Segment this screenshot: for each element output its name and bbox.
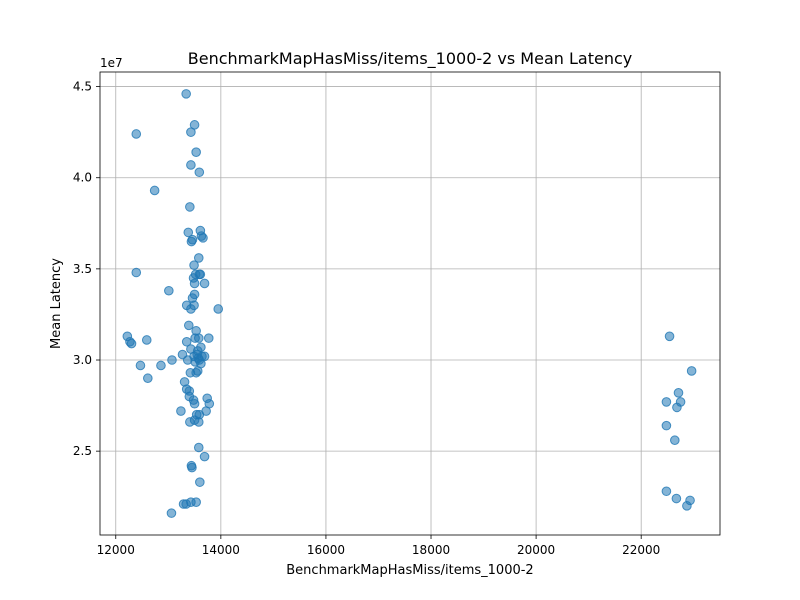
scatter-point	[686, 366, 697, 376]
scatter-point	[164, 285, 174, 296]
grid-lines	[100, 72, 720, 535]
scatter-point	[185, 417, 195, 427]
scatter-point	[189, 260, 199, 271]
scatter-point	[672, 402, 682, 413]
scatter-point	[194, 167, 205, 178]
y-axis-label: Mean Latency	[49, 258, 64, 349]
scatter-point	[167, 355, 177, 365]
scatter-point	[186, 160, 196, 170]
scatter-point	[189, 278, 200, 289]
y-tick-label: 4.5	[73, 80, 92, 94]
y-axis-offset-label: 1e7	[100, 56, 123, 70]
scatter-point	[176, 406, 186, 416]
scatter-point	[135, 360, 146, 371]
x-tick-label: 22000	[622, 543, 660, 557]
scatter-point	[193, 333, 204, 343]
scatter-point	[166, 508, 177, 518]
scatter-point	[193, 417, 204, 427]
scatter-point	[661, 486, 672, 497]
plot-frame	[99, 71, 721, 536]
scatter-point	[131, 267, 142, 278]
x-axis-label: BenchmarkMapHasMiss/items_1000-2	[286, 563, 533, 578]
y-tick-label: 3.5	[73, 262, 92, 276]
y-tick-label: 4.0	[73, 171, 92, 185]
scatter-point	[186, 127, 196, 137]
scatter-point	[661, 420, 672, 431]
scatter-point	[195, 477, 205, 487]
y-tick-label: 2.5	[73, 444, 92, 458]
scatter-point	[156, 360, 166, 371]
chart-title: BenchmarkMapHasMiss/items_1000-2 vs Mean…	[188, 49, 632, 69]
scatter-point	[192, 366, 203, 376]
scatter-point	[186, 304, 196, 314]
scatter-point	[199, 278, 210, 289]
x-tick-label: 16000	[307, 543, 345, 557]
scatter-point	[186, 236, 197, 247]
scatter-point	[661, 397, 672, 407]
scatter-point	[193, 253, 204, 263]
data-points	[122, 89, 697, 518]
scatter-point	[143, 373, 153, 384]
scatter-point	[187, 462, 197, 473]
scatter-point	[189, 398, 200, 409]
x-axis-ticks: 12000 14000 16000 18000 20000 22000	[97, 535, 660, 557]
scatter-point	[183, 227, 194, 238]
x-tick-label: 12000	[97, 543, 135, 557]
scatter-point	[191, 147, 201, 158]
scatter-point	[149, 185, 160, 196]
scatter-point	[185, 202, 195, 212]
scatter-point	[181, 89, 191, 99]
x-tick-label: 18000	[412, 543, 450, 557]
scatter-point	[191, 497, 201, 507]
scatter-point	[670, 435, 680, 446]
scatter-point	[673, 388, 684, 398]
y-axis-ticks: 2.5 3.0 3.5 4.0 4.5	[73, 80, 100, 458]
scatter-point	[141, 335, 152, 345]
scatter-point	[181, 336, 192, 347]
y-tick-label: 3.0	[73, 353, 92, 367]
scatter-point	[183, 320, 194, 331]
scatter-point	[131, 129, 142, 139]
scatter-point	[213, 304, 224, 314]
scatter-point	[193, 442, 204, 453]
scatter-point	[682, 501, 692, 511]
x-tick-label: 14000	[202, 543, 240, 557]
x-tick-label: 20000	[517, 543, 555, 557]
scatter-point	[664, 331, 675, 342]
scatter-point	[126, 338, 137, 349]
scatter-point	[198, 233, 208, 243]
scatter-point	[199, 451, 210, 462]
scatter-point	[671, 493, 682, 504]
scatter-point	[203, 333, 214, 343]
